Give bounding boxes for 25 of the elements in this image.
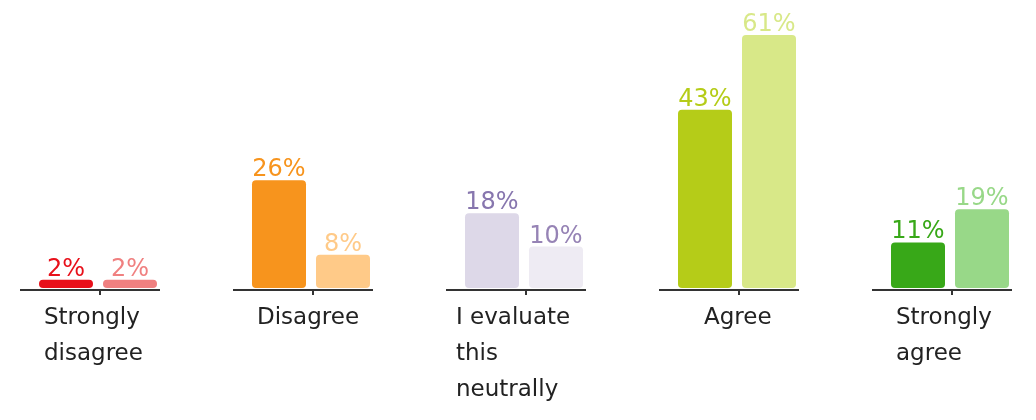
bar — [39, 279, 93, 288]
data-label: 19% — [955, 183, 1009, 212]
data-label: 26% — [252, 154, 306, 183]
bar — [103, 279, 157, 288]
bar — [316, 254, 370, 288]
data-label: 18% — [465, 187, 519, 216]
data-label: 61% — [742, 9, 796, 37]
x-tick-label: Disagree — [257, 303, 360, 329]
data-label: 2% — [46, 253, 86, 282]
x-tick-label: Strongly disagree — [44, 303, 143, 365]
bar — [678, 109, 732, 288]
data-label: 43% — [678, 83, 732, 112]
x-tick-label: Agree — [704, 303, 772, 329]
bar — [465, 213, 519, 288]
bar — [891, 242, 945, 288]
data-label: 10% — [529, 220, 583, 249]
bar — [252, 180, 306, 288]
data-label: 8% — [323, 228, 363, 257]
bar — [955, 209, 1009, 288]
bar — [529, 246, 583, 288]
x-tick-label: I evaluate this neutrally — [456, 303, 571, 401]
bar — [742, 35, 796, 288]
data-label: 11% — [891, 216, 945, 245]
data-label: 2% — [110, 253, 150, 282]
x-tick-label: Strongly agree — [896, 303, 992, 365]
